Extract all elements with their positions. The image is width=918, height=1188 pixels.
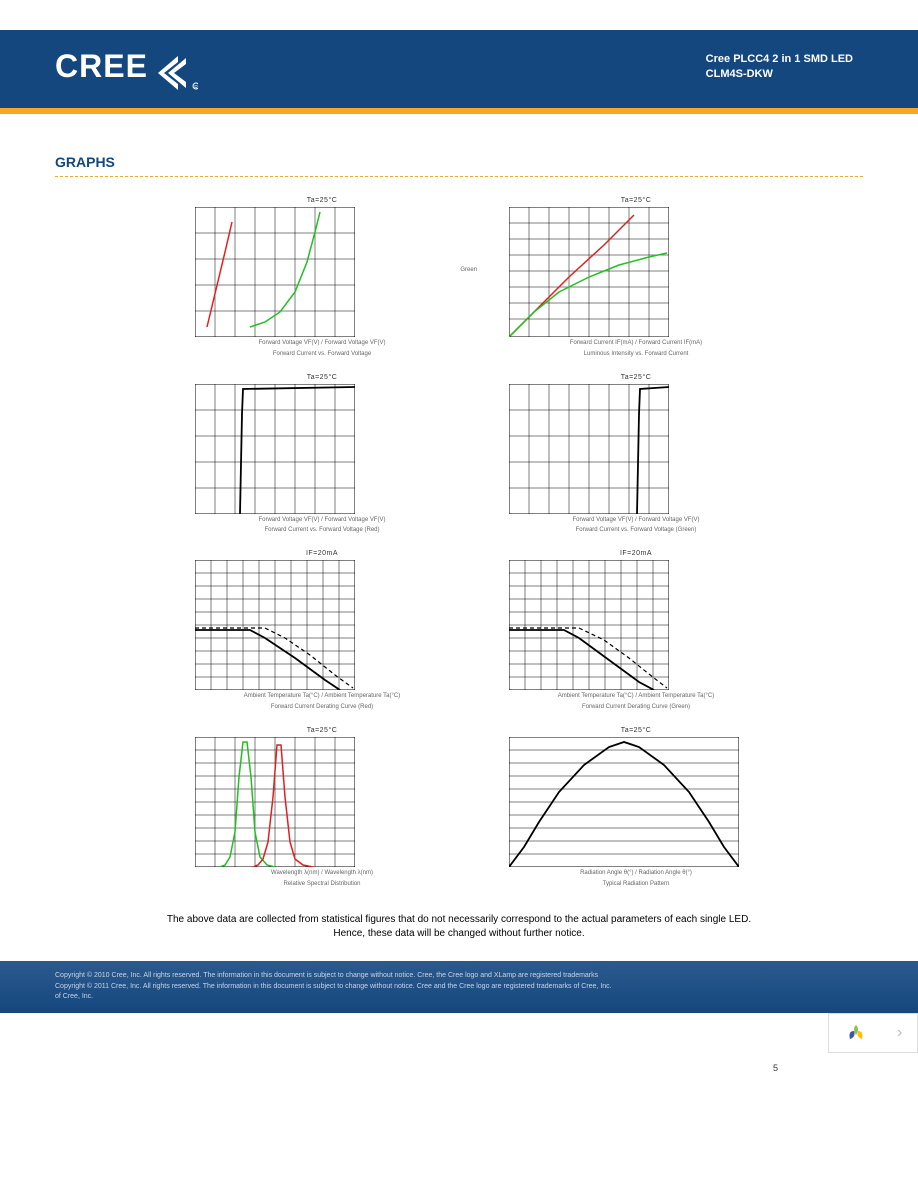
chart-svg <box>509 384 669 514</box>
page-footer: Copyright © 2010 Cree, Inc. All rights r… <box>0 961 918 1013</box>
chart-svg <box>195 384 355 514</box>
section-title: GRAPHS <box>55 154 863 170</box>
chart-xlabel: Ambient Temperature Ta(°C) / Ambient Tem… <box>509 693 763 701</box>
chart-title: Ta=25°C <box>509 197 763 204</box>
svg-text:R: R <box>195 85 199 90</box>
corner-widget[interactable]: › <box>828 1013 918 1053</box>
chart-svg <box>195 207 355 337</box>
brand-logo: CREE R <box>55 48 198 90</box>
chart-plot <box>509 560 763 690</box>
chart-caption: Forward Current Derating Curve (Green) <box>509 704 763 712</box>
chart-plot <box>509 737 763 867</box>
chart-xlabel: Wavelength λ(nm) / Wavelength λ(nm) <box>195 870 449 878</box>
page-number: 5 <box>773 1063 778 1073</box>
chart-plot <box>195 384 449 514</box>
chart-iv-green: Ta=25°C Forward Voltage VF(V) / Forward … <box>509 374 763 536</box>
content-area: GRAPHS Ta=25°C Green <box>0 114 918 961</box>
leaf-icon <box>844 1021 868 1045</box>
chart-iv-red: Ta=25°C Forward Voltage VF(V) / Forward … <box>195 374 449 536</box>
brand-icon: R <box>158 56 198 90</box>
chart-xlabel: Radiation Angle θ(°) / Radiation Angle θ… <box>509 870 763 878</box>
chart-xlabel: Forward Voltage VF(V) / Forward Voltage … <box>195 517 449 525</box>
chart-title: Ta=25°C <box>195 197 449 204</box>
brand-text: CREE <box>55 48 148 84</box>
legend-green: Green <box>460 267 477 273</box>
chart-svg <box>195 560 355 690</box>
chart-xlabel: Forward Voltage VF(V) / Forward Voltage … <box>195 340 449 348</box>
chart-title: Ta=25°C <box>509 374 763 381</box>
chart-svg <box>509 560 669 690</box>
chart-xlabel: Forward Voltage VF(V) / Forward Voltage … <box>509 517 763 525</box>
chart-caption: Relative Spectral Distribution <box>195 881 449 889</box>
chevron-right-icon[interactable]: › <box>897 1024 902 1042</box>
chart-caption: Luminous Intensity vs. Forward Current <box>509 351 763 359</box>
chart-plot <box>509 384 763 514</box>
chart-iv-li: Ta=25°C Forward Current IF(mA) / Forward… <box>509 197 763 359</box>
chart-plot <box>509 207 763 337</box>
datasheet-page: CREE R Cree PLCC4 2 in 1 SMD LED CLM4S-D… <box>0 30 918 1053</box>
chart-derate-green: IF=20mA Ambient Temperature Ta(°C) / Amb… <box>509 550 763 712</box>
chart-title: IF=20mA <box>509 550 763 557</box>
section-divider <box>55 176 863 177</box>
chart-spectrum: Ta=25°C Wavelength λ(nm) / Wavelength λ(… <box>195 727 449 889</box>
chart-svg <box>195 737 355 867</box>
chart-title: IF=20mA <box>195 550 449 557</box>
chart-caption: Forward Current vs. Forward Voltage (Red… <box>195 527 449 535</box>
charts-grid: Ta=25°C Green Forward Voltage VF(V) / Fo… <box>55 197 863 888</box>
chart-xlabel: Ambient Temperature Ta(°C) / Ambient Tem… <box>195 693 449 701</box>
chart-caption: Forward Current vs. Forward Voltage (Gre… <box>509 527 763 535</box>
chart-xlabel: Forward Current IF(mA) / Forward Current… <box>509 340 763 348</box>
chart-plot <box>195 737 449 867</box>
product-line1: Cree PLCC4 2 in 1 SMD LED <box>706 52 853 67</box>
chart-radiation: Ta=25°C Radiation Angle θ(°) / Radiation… <box>509 727 763 889</box>
chart-derate-red: IF=20mA Ambient Temperature Ta(°C) / Amb… <box>195 550 449 712</box>
chart-title: Ta=25°C <box>509 727 763 734</box>
data-note: The above data are collected from statis… <box>159 913 759 941</box>
footer-line3: of Cree, Inc. <box>55 992 863 1003</box>
footer-line2: Copyright © 2011 Cree, Inc. All rights r… <box>55 982 863 993</box>
product-line2: CLM4S-DKW <box>706 67 853 82</box>
chart-title: Ta=25°C <box>195 374 449 381</box>
chart-svg <box>509 207 669 337</box>
footer-line1: Copyright © 2010 Cree, Inc. All rights r… <box>55 971 863 982</box>
chart-caption: Typical Radiation Pattern <box>509 881 763 889</box>
page-header: CREE R Cree PLCC4 2 in 1 SMD LED CLM4S-D… <box>0 30 918 108</box>
chart-plot <box>195 560 449 690</box>
footer-wrap: Copyright © 2010 Cree, Inc. All rights r… <box>0 961 918 1053</box>
chart-caption: Forward Current vs. Forward Voltage <box>195 351 449 359</box>
chart-caption: Forward Current Derating Curve (Red) <box>195 704 449 712</box>
chart-title: Ta=25°C <box>195 727 449 734</box>
chart-plot: Green <box>195 207 449 337</box>
chart-vf-if-log: Ta=25°C Green Forward Voltage VF(V) / Fo… <box>195 197 449 359</box>
chart-svg <box>509 737 739 867</box>
header-product-info: Cree PLCC4 2 in 1 SMD LED CLM4S-DKW <box>706 52 853 83</box>
